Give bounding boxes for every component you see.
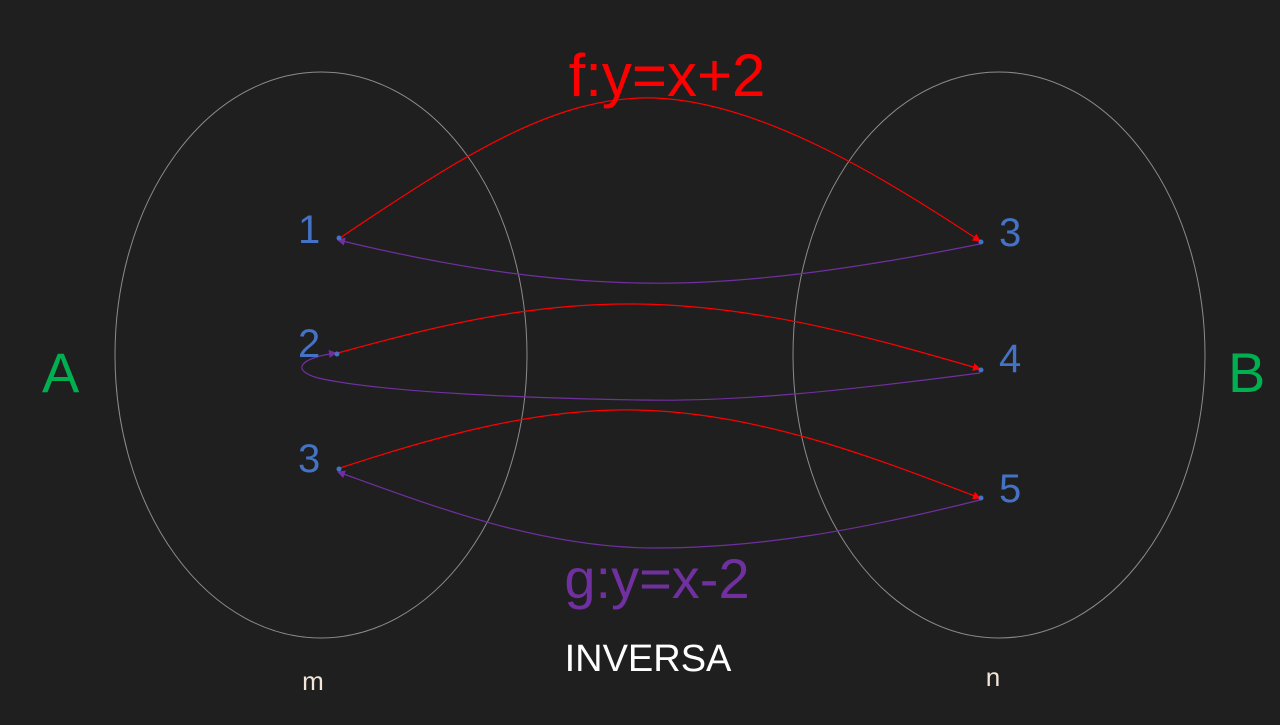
set-b-caption: n [986, 662, 1000, 692]
element-dot [336, 235, 342, 241]
set-a-element: 2 [298, 322, 320, 366]
set-b-ellipse [792, 71, 1206, 639]
set-a-caption: m [302, 666, 324, 696]
f-arrow-1-to-3 [339, 97, 981, 242]
set-b-element: 5 [999, 467, 1021, 511]
g-function-label: g:y=x-2 [564, 547, 749, 610]
g-arrow-5-to-3 [337, 470, 981, 549]
element-dot [978, 367, 984, 373]
set-b-element: 4 [999, 337, 1021, 381]
f-arrow-2-to-4 [337, 303, 981, 371]
element-dot [334, 351, 340, 357]
f-function-label: f:y=x+2 [569, 42, 766, 109]
set-b-element: 3 [999, 211, 1021, 255]
g-arrow-4-to-2 [301, 350, 981, 401]
set-a-label: A [42, 341, 80, 404]
set-a-element: 3 [298, 437, 320, 481]
set-a-ellipse [114, 71, 528, 639]
element-dot [978, 239, 984, 245]
element-dot [336, 466, 342, 472]
inversa-title: INVERSA [565, 638, 732, 680]
f-arrow-3-to-5 [339, 409, 981, 500]
element-dot [978, 495, 984, 501]
set-b-label: B [1228, 341, 1265, 404]
g-arrow-3-to-1 [337, 237, 981, 284]
set-a-element: 1 [298, 208, 320, 252]
